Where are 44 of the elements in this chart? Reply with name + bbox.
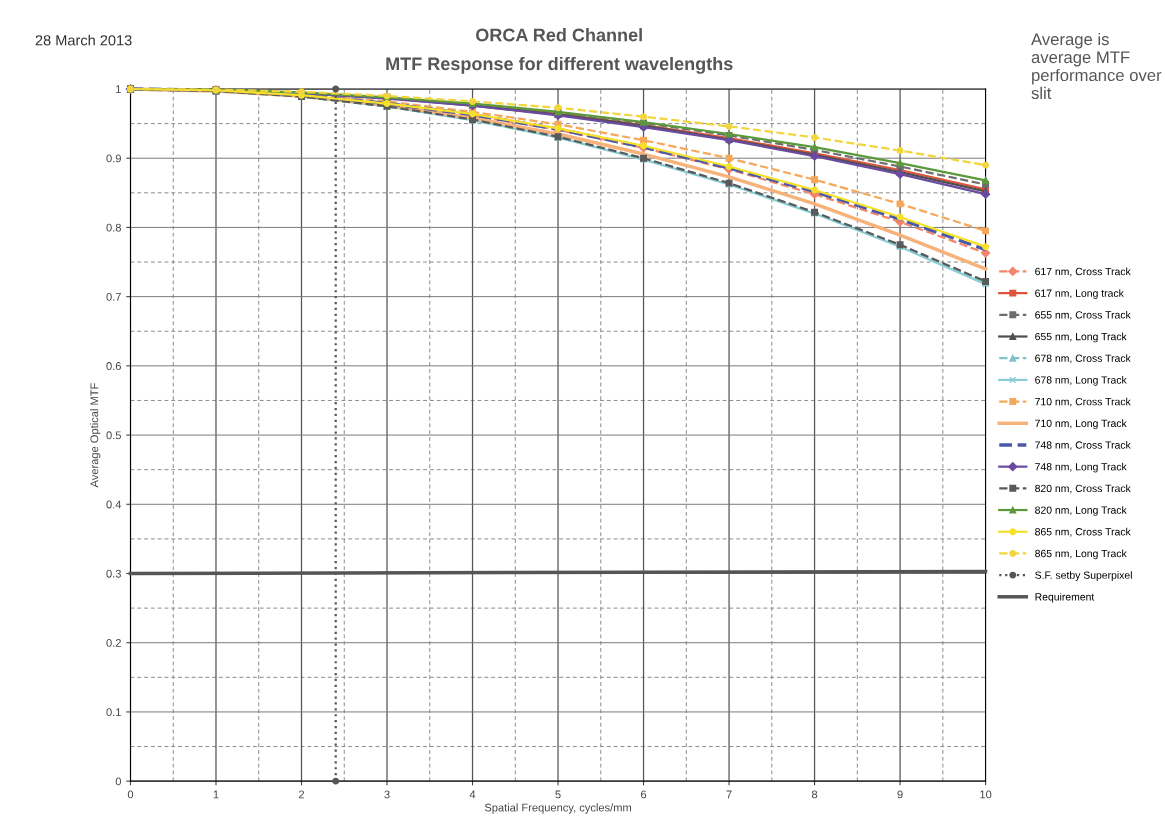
legend-label: 617 nm, Long track	[1035, 289, 1124, 299]
x-tick-label: 0	[127, 790, 134, 799]
chart-title: ORCA Red Channel	[476, 28, 642, 42]
x-tick-label: 7	[726, 790, 732, 799]
legend-label: 820 nm, Long Track	[1035, 506, 1127, 516]
x-tick-label: 6	[641, 790, 647, 799]
legend-label: 710 nm, Cross Track	[1035, 397, 1131, 407]
x-tick-label: 8	[811, 790, 818, 799]
y-tick-label: 0.8	[106, 223, 121, 232]
y-tick-label: 0.3	[106, 569, 121, 578]
y-tick-label: 0.5	[106, 431, 121, 440]
text: Average is average MTF performance over slit	[1031, 32, 1162, 100]
y-axis-title: Average Optical MTF	[90, 383, 101, 488]
legend-label: 865 nm, Cross Track	[1035, 527, 1131, 537]
legend-label: 678 nm, Long Track	[1035, 375, 1127, 386]
y-tick-label: 0.9	[106, 154, 121, 163]
legend-label: Requirement	[1035, 592, 1095, 603]
x-tick-label: 3	[384, 790, 390, 799]
x-axis-title: Spatial Frequency, cycles/mm	[484, 803, 631, 814]
y-tick-label: 0.4	[106, 500, 122, 509]
text: 28 March 2013	[35, 34, 132, 46]
x-tick-label: 5	[555, 790, 561, 799]
y-tick-label: 0.1	[106, 708, 121, 717]
y-tick-label: 0.6	[106, 362, 121, 370]
legend-label: 655 nm, Cross Track	[1035, 310, 1131, 320]
y-tick-label: 1	[116, 85, 121, 94]
legend-label: 678 nm, Cross Track	[1035, 354, 1131, 364]
x-tick-label: 10	[980, 790, 992, 799]
legend-label: 865 nm, Long Track	[1035, 549, 1127, 560]
x-tick-label: 9	[897, 790, 903, 799]
legend-label: 748 nm, Long Track	[1035, 462, 1127, 473]
x-tick-label: 1	[213, 790, 219, 799]
legend-label: 820 nm, Cross Track	[1035, 484, 1131, 494]
y-tick-label: 0	[115, 777, 122, 786]
legend-label: S.F. setby Superpixel	[1035, 571, 1132, 581]
legend-label: 617 nm, Cross Track	[1035, 267, 1131, 277]
legend-label: 748 nm, Cross Track	[1035, 441, 1131, 450]
y-tick-label: 0.7	[106, 292, 121, 301]
y-tick-label: 0.2	[106, 638, 121, 647]
chart-subtitle: MTF Response for different wavelengths	[386, 56, 733, 74]
x-tick-label: 2	[298, 790, 305, 799]
legend-label: 655 nm, Long Track	[1035, 332, 1127, 343]
x-tick-label: 4	[469, 790, 476, 799]
legend-label: 710 nm, Long Track	[1035, 419, 1127, 430]
